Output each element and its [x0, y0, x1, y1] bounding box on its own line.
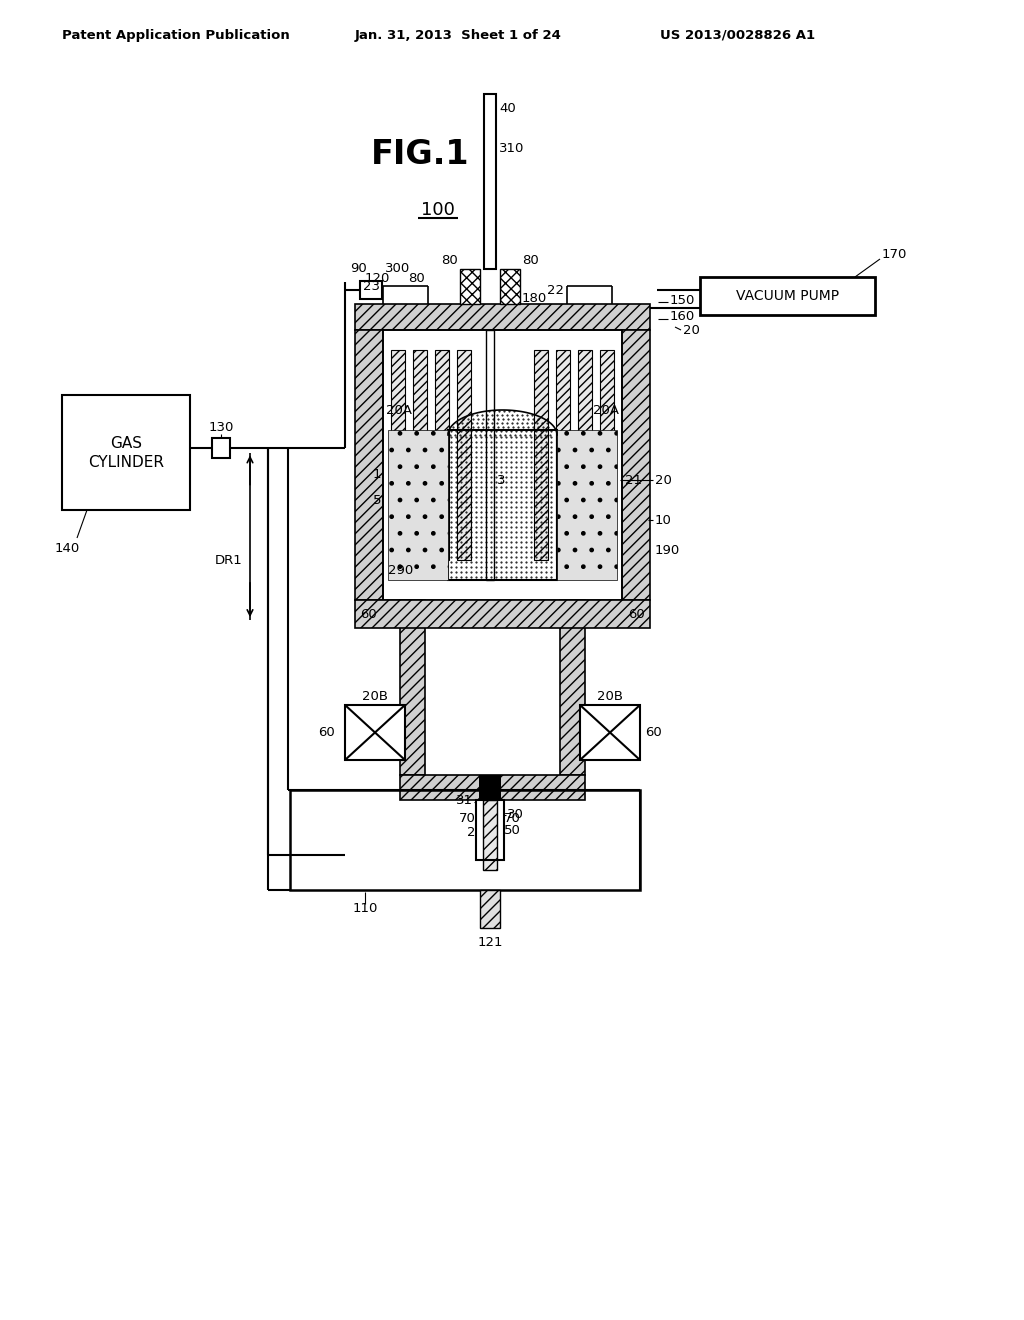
- Bar: [388, 430, 449, 579]
- Bar: [400, 775, 585, 800]
- Text: 20B: 20B: [362, 690, 388, 704]
- Bar: [578, 350, 592, 560]
- Bar: [580, 705, 640, 760]
- Text: 50: 50: [504, 824, 521, 837]
- Text: 31: 31: [456, 793, 473, 807]
- Bar: [484, 94, 496, 269]
- Text: 140: 140: [54, 541, 80, 554]
- Bar: [360, 281, 382, 300]
- Bar: [400, 601, 425, 775]
- Text: 100: 100: [421, 201, 455, 219]
- Text: 5: 5: [373, 494, 381, 507]
- Text: GAS: GAS: [110, 436, 142, 451]
- Bar: [500, 269, 520, 304]
- Bar: [449, 430, 557, 579]
- Bar: [460, 269, 480, 304]
- Text: 30: 30: [507, 808, 524, 821]
- Text: 23: 23: [362, 281, 380, 293]
- Bar: [212, 437, 230, 458]
- Text: 20A: 20A: [386, 404, 412, 417]
- Text: 60: 60: [318, 726, 335, 739]
- Bar: [479, 775, 501, 800]
- Text: 60: 60: [645, 726, 662, 739]
- Bar: [600, 350, 614, 560]
- Bar: [290, 789, 640, 890]
- Text: 80: 80: [522, 255, 539, 268]
- Text: 20A: 20A: [593, 404, 618, 417]
- Text: 60: 60: [629, 607, 645, 620]
- Text: 70: 70: [459, 812, 476, 825]
- Bar: [62, 395, 190, 510]
- Bar: [476, 800, 504, 861]
- Bar: [345, 705, 406, 760]
- Text: 80: 80: [408, 272, 425, 285]
- Bar: [483, 800, 497, 870]
- Text: FIG.1: FIG.1: [371, 139, 469, 172]
- Text: 300: 300: [385, 261, 411, 275]
- Text: 20: 20: [683, 323, 699, 337]
- Text: 120: 120: [365, 272, 390, 285]
- Text: 80: 80: [441, 255, 458, 268]
- Text: 21: 21: [625, 474, 642, 487]
- Text: 121: 121: [477, 936, 503, 949]
- Text: Patent Application Publication: Patent Application Publication: [62, 29, 290, 41]
- Text: 20: 20: [655, 474, 672, 487]
- Text: 310: 310: [499, 143, 524, 156]
- Text: 170: 170: [882, 248, 907, 261]
- Bar: [355, 601, 650, 628]
- Text: 290: 290: [388, 564, 414, 577]
- Text: 180: 180: [522, 293, 547, 305]
- Text: 70: 70: [504, 812, 521, 825]
- Bar: [557, 430, 617, 579]
- Bar: [622, 330, 650, 601]
- Bar: [480, 890, 500, 928]
- Text: Jan. 31, 2013  Sheet 1 of 24: Jan. 31, 2013 Sheet 1 of 24: [355, 29, 562, 41]
- Text: CYLINDER: CYLINDER: [88, 455, 164, 470]
- Text: 10: 10: [655, 513, 672, 527]
- Bar: [355, 304, 650, 330]
- Text: VACUUM PUMP: VACUUM PUMP: [736, 289, 839, 304]
- Bar: [700, 277, 874, 315]
- Text: 160: 160: [670, 310, 695, 323]
- Text: 22: 22: [547, 284, 564, 297]
- Text: 20B: 20B: [597, 690, 623, 704]
- Text: 190: 190: [655, 544, 680, 557]
- Bar: [355, 330, 383, 601]
- Bar: [534, 350, 548, 560]
- Text: 2: 2: [468, 825, 476, 838]
- Text: US 2013/0028826 A1: US 2013/0028826 A1: [660, 29, 815, 41]
- Bar: [383, 330, 622, 601]
- Text: 1: 1: [373, 469, 381, 482]
- Text: 110: 110: [352, 902, 378, 915]
- Text: 40: 40: [499, 103, 516, 116]
- Text: 130: 130: [208, 421, 233, 434]
- Bar: [560, 601, 585, 775]
- Bar: [413, 350, 427, 560]
- Text: DR1: DR1: [214, 553, 242, 566]
- Text: 60: 60: [360, 607, 377, 620]
- Text: 150: 150: [670, 293, 695, 306]
- Bar: [556, 350, 570, 560]
- Bar: [435, 350, 449, 560]
- Text: 3: 3: [497, 474, 506, 487]
- Bar: [391, 350, 406, 560]
- Bar: [486, 330, 494, 579]
- Bar: [457, 350, 471, 560]
- Text: 90: 90: [350, 261, 367, 275]
